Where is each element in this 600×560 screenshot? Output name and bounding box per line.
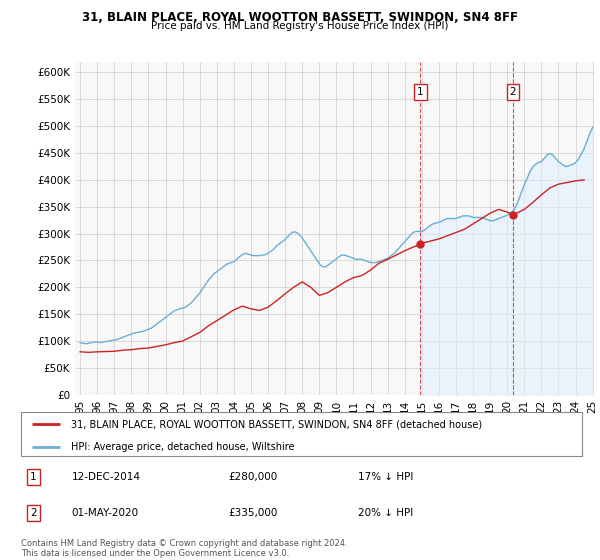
- Text: 2: 2: [509, 87, 516, 96]
- Text: 12-DEC-2014: 12-DEC-2014: [71, 472, 140, 482]
- Text: HPI: Average price, detached house, Wiltshire: HPI: Average price, detached house, Wilt…: [71, 441, 295, 451]
- Text: 31, BLAIN PLACE, ROYAL WOOTTON BASSETT, SWINDON, SN4 8FF (detached house): 31, BLAIN PLACE, ROYAL WOOTTON BASSETT, …: [71, 419, 482, 429]
- Text: 17% ↓ HPI: 17% ↓ HPI: [358, 472, 413, 482]
- Text: 1: 1: [30, 472, 37, 482]
- Text: Contains HM Land Registry data © Crown copyright and database right 2024.
This d: Contains HM Land Registry data © Crown c…: [21, 539, 347, 558]
- Text: 01-MAY-2020: 01-MAY-2020: [71, 508, 139, 518]
- FancyBboxPatch shape: [21, 412, 582, 456]
- Text: £280,000: £280,000: [229, 472, 278, 482]
- Text: Price paid vs. HM Land Registry's House Price Index (HPI): Price paid vs. HM Land Registry's House …: [151, 21, 449, 31]
- Text: £335,000: £335,000: [229, 508, 278, 518]
- Text: 31, BLAIN PLACE, ROYAL WOOTTON BASSETT, SWINDON, SN4 8FF: 31, BLAIN PLACE, ROYAL WOOTTON BASSETT, …: [82, 11, 518, 24]
- Text: 1: 1: [417, 87, 424, 96]
- Text: 2: 2: [30, 508, 37, 518]
- Text: 20% ↓ HPI: 20% ↓ HPI: [358, 508, 413, 518]
